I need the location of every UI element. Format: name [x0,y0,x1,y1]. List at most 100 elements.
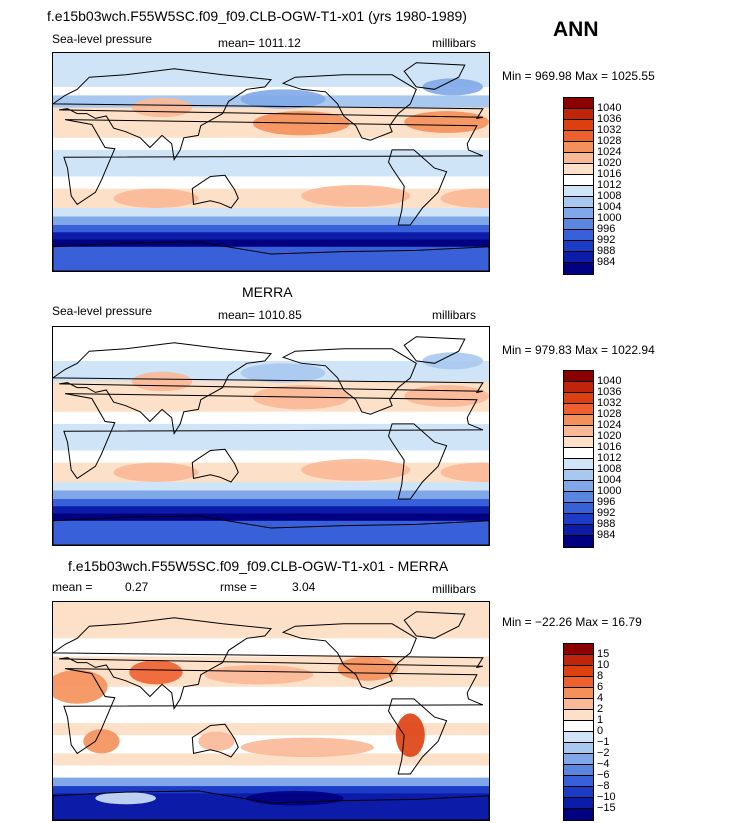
map-canvas [53,327,489,545]
colorbar-level-label: 992 [597,507,616,519]
colorbar-level-label: 1020 [597,430,622,442]
field-anomaly [404,385,489,407]
field-anomaly [113,462,199,483]
colorbar-swatch [563,262,594,275]
colorbar-level-label: 1 [597,714,604,726]
colorbar-level-label: 1032 [597,124,622,136]
colorbar-level-label: 1008 [597,190,622,202]
colorbar-level-label: 996 [597,496,616,508]
colorbar-level-label: 1016 [597,168,622,180]
coastline [281,74,417,141]
field-band [53,137,489,151]
coastline [53,790,489,820]
panel-obs-mean: mean= 1010.85 [218,308,302,322]
field-band [53,216,489,226]
coastline [63,119,484,206]
coastline [63,393,484,480]
coastline [281,623,417,690]
panel-obs-colorbar: 1040 1036 1032 1028 1024 1020 1016 1012 1008 1004… [563,370,643,548]
field-anomaly [131,371,193,392]
field-anomaly [337,656,399,681]
field-anomaly [301,459,411,481]
field-anomaly [246,790,344,806]
colorbar-level-label: 996 [597,223,616,235]
panel-diff-units: millibars [432,582,477,596]
coastline [403,336,466,364]
colorbar-level-label: 1028 [597,408,622,420]
colorbar-level-label: 1024 [597,146,622,158]
coastline [53,342,484,436]
panel-model-mean: mean= 1011.12 [218,36,301,50]
field-anomaly [53,669,108,704]
coastline [63,668,484,755]
colorbar-level-label: −8 [597,780,610,792]
panel-diff-colorbar: 15 10 8 6 4 2 1 0 −1 −2 −4 −6 −8 −10 −15 [563,643,643,821]
field-anomaly [404,111,489,133]
field-band [53,224,489,233]
map-canvas [53,602,489,820]
coastline [403,611,466,639]
panel-model-colorbar: 1040 1036 1032 1028 1024 1020 1016 1012 1008 1004… [563,97,643,275]
colorbar-level-label: 1000 [597,212,622,224]
colorbar-level-label: 1036 [597,386,622,398]
field-anomaly [113,188,199,209]
coastline [387,423,448,500]
panel-obs-minmax: Min = 979.83 Max = 1022.94 [502,343,655,357]
field-anomaly [240,737,374,758]
colorbar-level-label: −10 [597,791,616,803]
colorbar-level-label: 1020 [597,157,622,169]
panel-diff-rmse-value: 3.04 [292,580,316,594]
colorbar-level-label: 1004 [597,201,622,213]
colorbar-level-label: 1040 [597,102,622,114]
season-label: ANN [553,18,599,41]
field-band [53,53,489,88]
field-band [53,753,489,766]
colorbar-level-label: 1004 [597,474,622,486]
panel-diff-mean-label: mean = [52,580,93,594]
colorbar-level-label: 992 [597,234,616,246]
colorbar-level-label: 1016 [597,441,622,453]
field-band [53,602,489,639]
field-band [53,232,489,241]
panel-obs-units: millibars [432,308,477,322]
colorbar-level-label: 1024 [597,419,622,431]
coastline [387,149,448,226]
panel-obs-title: MERRA [242,284,293,300]
panel-obs-map [52,326,490,546]
colorbar-level-label: 1040 [597,375,622,387]
panel-diff-mean-value: 0.27 [125,580,149,594]
panel-diff-rmse-label: rmse = [220,580,258,594]
coastline [191,448,239,483]
coastline [53,617,484,711]
map-canvas [53,53,489,271]
panel-model-variable: Sea-level pressure [52,32,153,46]
coastline [191,723,239,758]
colorbar-level-label: 8 [597,670,604,682]
panel-model-units: millibars [432,36,477,50]
field-band [53,777,489,787]
field-band [53,482,489,491]
colorbar-level-label: 988 [597,518,616,530]
field-band [53,506,489,515]
colorbar-level-label: 4 [597,692,604,704]
coastline [281,348,417,415]
colorbar-level-label: 1012 [597,452,622,464]
field-anomaly [198,731,235,751]
colorbar-level-label: 1036 [597,113,622,125]
field-band [53,327,489,362]
panel-diff-title: f.e15b03wch.F55W5SC.f09_f09.CLB-OGW-T1-x… [68,558,449,574]
colorbar-level-label: 15 [597,648,610,660]
field-band [53,239,489,248]
field-band [53,786,489,794]
field-anomaly [422,78,483,96]
field-band [53,450,489,464]
colorbar-level-label: 6 [597,681,604,693]
colorbar-swatch [563,808,594,821]
field-band [53,176,489,190]
field-anomaly [240,89,326,109]
field-band [53,765,489,779]
field-anomaly [440,188,489,209]
colorbar-level-label: −1 [597,736,610,748]
field-band [53,498,489,507]
field-anomaly [204,664,314,685]
